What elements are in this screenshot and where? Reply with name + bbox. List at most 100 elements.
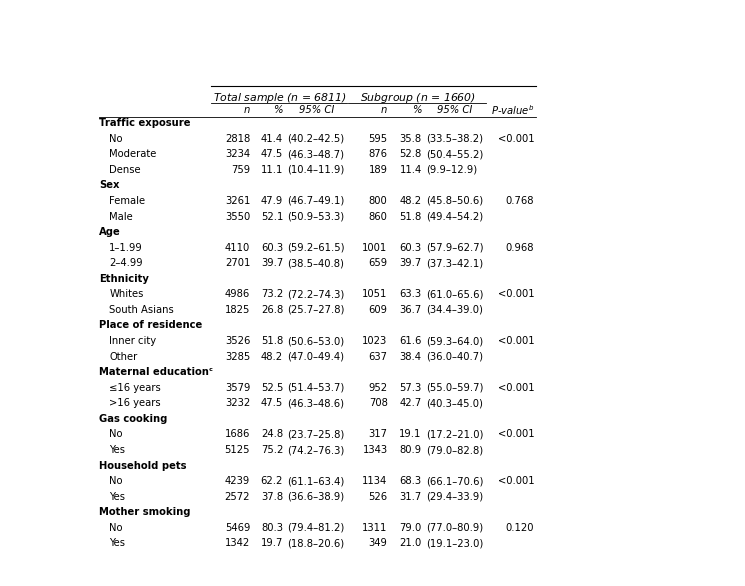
Text: Household pets: Household pets	[99, 461, 186, 471]
Text: <0.001: <0.001	[498, 336, 534, 346]
Text: 2572: 2572	[225, 492, 250, 502]
Text: 609: 609	[369, 305, 387, 315]
Text: Mother smoking: Mother smoking	[99, 507, 191, 517]
Text: 31.7: 31.7	[399, 492, 422, 502]
Text: Dense: Dense	[110, 165, 141, 175]
Text: 75.2: 75.2	[261, 445, 283, 455]
Text: Age: Age	[99, 227, 121, 237]
Text: (50.4–55.2): (50.4–55.2)	[425, 149, 483, 159]
Text: 759: 759	[231, 165, 250, 175]
Text: 48.2: 48.2	[399, 196, 422, 206]
Text: No: No	[110, 134, 123, 144]
Text: 4986: 4986	[225, 289, 250, 299]
Text: Other: Other	[110, 352, 138, 362]
Text: No: No	[110, 523, 123, 533]
Text: (50.9–53.3): (50.9–53.3)	[287, 212, 344, 222]
Text: South Asians: South Asians	[110, 305, 174, 315]
Text: 95% CI: 95% CI	[437, 105, 473, 115]
Text: 349: 349	[369, 539, 387, 548]
Text: 317: 317	[369, 430, 387, 440]
Text: 0.768: 0.768	[506, 196, 534, 206]
Text: $n$: $n$	[243, 105, 250, 115]
Text: 95% CI: 95% CI	[299, 105, 335, 115]
Text: (37.3–42.1): (37.3–42.1)	[425, 258, 483, 268]
Text: (25.7–27.8): (25.7–27.8)	[287, 305, 344, 315]
Text: 1342: 1342	[225, 539, 250, 548]
Text: (46.3–48.6): (46.3–48.6)	[287, 398, 344, 408]
Text: 2701: 2701	[225, 258, 250, 268]
Text: %: %	[412, 105, 422, 115]
Text: >16 years: >16 years	[110, 398, 161, 408]
Text: (46.7–49.1): (46.7–49.1)	[287, 196, 344, 206]
Text: 3526: 3526	[225, 336, 250, 346]
Text: 73.2: 73.2	[261, 289, 283, 299]
Text: Female: Female	[110, 196, 145, 206]
Text: 48.2: 48.2	[261, 352, 283, 362]
Text: (61.0–65.6): (61.0–65.6)	[425, 289, 483, 299]
Text: 51.8: 51.8	[399, 212, 422, 222]
Text: 26.8: 26.8	[261, 305, 283, 315]
Text: No: No	[110, 430, 123, 440]
Text: 51.8: 51.8	[261, 336, 283, 346]
Text: %: %	[273, 105, 283, 115]
Text: 1686: 1686	[225, 430, 250, 440]
Text: 5469: 5469	[225, 523, 250, 533]
Text: 11.4: 11.4	[399, 165, 422, 175]
Text: 79.0: 79.0	[399, 523, 422, 533]
Text: 1134: 1134	[362, 476, 387, 486]
Text: 42.7: 42.7	[399, 398, 422, 408]
Text: 1825: 1825	[225, 305, 250, 315]
Text: (72.2–74.3): (72.2–74.3)	[287, 289, 344, 299]
Text: (36.6–38.9): (36.6–38.9)	[287, 492, 344, 502]
Text: Place of residence: Place of residence	[99, 321, 202, 331]
Text: (36.0–40.7): (36.0–40.7)	[425, 352, 483, 362]
Text: 52.1: 52.1	[261, 212, 283, 222]
Text: 0.120: 0.120	[506, 523, 534, 533]
Text: Maternal educationᶜ: Maternal educationᶜ	[99, 367, 213, 377]
Text: 1001: 1001	[362, 243, 387, 253]
Text: (10.4–11.9): (10.4–11.9)	[287, 165, 344, 175]
Text: (55.0–59.7): (55.0–59.7)	[425, 383, 483, 393]
Text: 952: 952	[369, 383, 387, 393]
Text: 47.5: 47.5	[261, 398, 283, 408]
Text: 68.3: 68.3	[399, 476, 422, 486]
Text: 47.5: 47.5	[261, 149, 283, 159]
Text: (40.3–45.0): (40.3–45.0)	[425, 398, 483, 408]
Text: 3261: 3261	[225, 196, 250, 206]
Text: (34.4–39.0): (34.4–39.0)	[425, 305, 483, 315]
Text: 2818: 2818	[225, 134, 250, 144]
Text: 0.968: 0.968	[506, 243, 534, 253]
Text: Sex: Sex	[99, 180, 119, 190]
Text: (57.9–62.7): (57.9–62.7)	[425, 243, 484, 253]
Text: 1051: 1051	[362, 289, 387, 299]
Text: 637: 637	[369, 352, 387, 362]
Text: (66.1–70.6): (66.1–70.6)	[425, 476, 483, 486]
Text: 4239: 4239	[225, 476, 250, 486]
Text: 52.5: 52.5	[261, 383, 283, 393]
Text: 39.7: 39.7	[399, 258, 422, 268]
Text: 19.7: 19.7	[261, 539, 283, 548]
Text: 1343: 1343	[363, 445, 387, 455]
Text: 708: 708	[369, 398, 387, 408]
Text: 37.8: 37.8	[261, 492, 283, 502]
Text: <0.001: <0.001	[498, 383, 534, 393]
Text: 62.2: 62.2	[261, 476, 283, 486]
Text: 60.3: 60.3	[261, 243, 283, 253]
Text: 3232: 3232	[225, 398, 250, 408]
Text: Yes: Yes	[110, 539, 125, 548]
Text: (9.9–12.9): (9.9–12.9)	[425, 165, 477, 175]
Text: 860: 860	[369, 212, 387, 222]
Text: Yes: Yes	[110, 492, 125, 502]
Text: Whites: Whites	[110, 289, 144, 299]
Text: (51.4–53.7): (51.4–53.7)	[287, 383, 344, 393]
Text: 3550: 3550	[225, 212, 250, 222]
Text: $P$-value$^b$: $P$-value$^b$	[491, 103, 534, 117]
Text: 80.3: 80.3	[261, 523, 283, 533]
Text: 1023: 1023	[362, 336, 387, 346]
Text: 19.1: 19.1	[399, 430, 422, 440]
Text: 80.9: 80.9	[399, 445, 422, 455]
Text: Ethnicity: Ethnicity	[99, 274, 149, 284]
Text: 52.8: 52.8	[399, 149, 422, 159]
Text: 35.8: 35.8	[399, 134, 422, 144]
Text: (19.1–23.0): (19.1–23.0)	[425, 539, 483, 548]
